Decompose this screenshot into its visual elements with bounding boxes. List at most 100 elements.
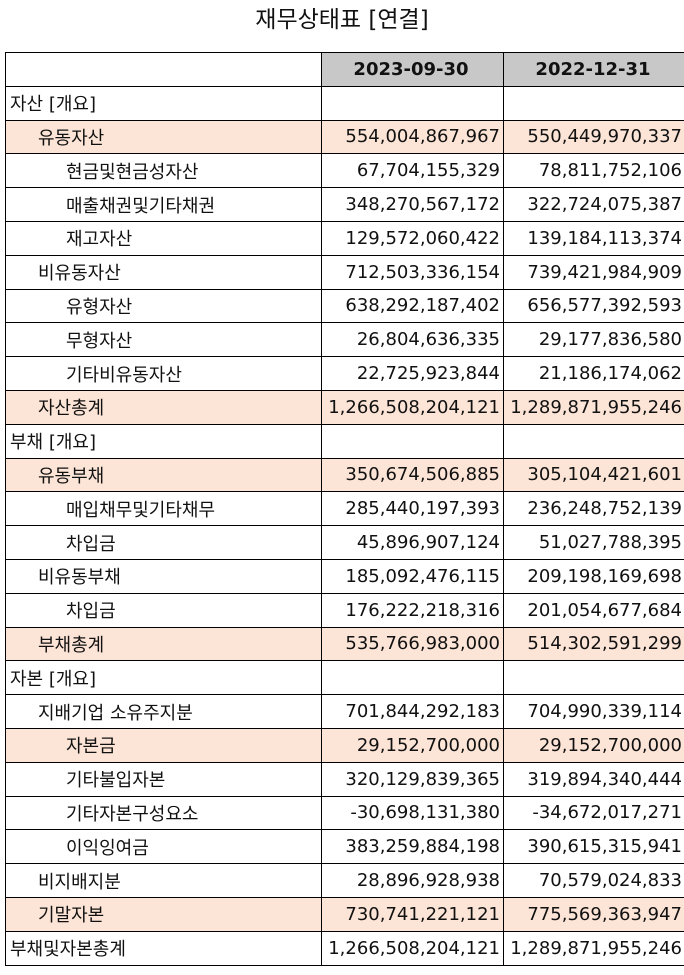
row-label: 부채및자본총계	[5, 930, 322, 966]
table-row: 부채총계 535,766,983,000 514,302,591,299	[5, 626, 684, 662]
row-label: 유동자산	[5, 119, 322, 155]
row-label: 부채총계	[5, 626, 322, 662]
table-row: 기타자본구성요소 -30,698,131,380 -34,672,017,271	[5, 795, 684, 831]
value-2023-09-30: 67,704,155,329	[321, 153, 504, 189]
balance-sheet-table: 2023-09-30 2022-12-31 자산 [개요] 유동자산 554,004…	[5, 52, 684, 966]
table-row: 기타비유동자산 22,725,923,844 21,186,174,062	[5, 356, 684, 391]
row-label: 매출채권및기타채권	[5, 187, 322, 222]
row-label: 차입금	[5, 592, 322, 628]
row-label: 자본금	[5, 727, 322, 763]
table-row: 매출채권및기타채권 348,270,567,172 322,724,075,387	[5, 187, 684, 222]
value-2022-12-31: 514,302,591,299	[503, 626, 684, 662]
table-row: 무형자산 26,804,636,335 29,177,836,580	[5, 322, 684, 358]
value-2023-09-30: 350,674,506,885	[321, 457, 504, 493]
table-row: 비지배지분 28,896,928,938 70,579,024,833	[5, 863, 684, 898]
value-2022-12-31: 78,811,752,106	[503, 153, 684, 189]
row-label: 비지배지분	[5, 863, 322, 898]
value-2023-09-30	[321, 660, 504, 696]
table-row: 자본금 29,152,700,000 29,152,700,000	[5, 727, 684, 763]
table-row: 자본 [개요]	[5, 660, 684, 696]
value-2022-12-31: 201,054,677,684	[503, 592, 684, 628]
table-row: 차입금 45,896,907,124 51,027,788,395	[5, 525, 684, 560]
value-2023-09-30: 535,766,983,000	[321, 626, 504, 662]
value-2023-09-30: 1,266,508,204,121	[321, 389, 504, 425]
value-2023-09-30: 348,270,567,172	[321, 187, 504, 222]
value-2022-12-31: 21,186,174,062	[503, 356, 684, 391]
value-2023-09-30: 45,896,907,124	[321, 525, 504, 560]
value-2022-12-31: 70,579,024,833	[503, 863, 684, 898]
page-title: 재무상태표 [연결]	[255, 7, 429, 33]
value-2023-09-30: 320,129,839,365	[321, 761, 504, 797]
table-row: 유형자산 638,292,187,402 656,577,392,593	[5, 288, 684, 324]
value-2022-12-31: 550,449,970,337	[503, 119, 684, 155]
row-label: 비유동부채	[5, 558, 322, 594]
value-2022-12-31: 322,724,075,387	[503, 187, 684, 222]
table-row: 이익잉여금 383,259,884,198 390,615,315,941	[5, 829, 684, 865]
row-label: 기타자본구성요소	[5, 795, 322, 831]
value-2022-12-31: 305,104,421,601	[503, 457, 684, 493]
row-label: 자산 [개요]	[5, 85, 322, 121]
value-2023-09-30: 26,804,636,335	[321, 322, 504, 358]
column-header-2023-09-30: 2023-09-30	[321, 52, 504, 87]
row-label: 매입채무및기타채무	[5, 491, 322, 527]
value-2023-09-30: 383,259,884,198	[321, 829, 504, 865]
row-label: 자본 [개요]	[5, 660, 322, 696]
value-2022-12-31: 319,894,340,444	[503, 761, 684, 797]
value-2022-12-31	[503, 85, 684, 121]
value-2022-12-31: 704,990,339,114	[503, 694, 684, 729]
table-row: 기말자본 730,741,221,121 775,569,363,947	[5, 896, 684, 932]
value-2023-09-30: 285,440,197,393	[321, 491, 504, 527]
value-2022-12-31: -34,672,017,271	[503, 795, 684, 831]
value-2022-12-31: 209,198,169,698	[503, 558, 684, 594]
value-2022-12-31: 739,421,984,909	[503, 254, 684, 290]
column-header-2022-12-31: 2022-12-31	[503, 52, 684, 87]
row-label: 부채 [개요]	[5, 423, 322, 459]
value-2022-12-31: 1,289,871,955,246	[503, 389, 684, 425]
row-label: 무형자산	[5, 322, 322, 358]
value-2023-09-30: 1,266,508,204,121	[321, 930, 504, 966]
value-2022-12-31: 390,615,315,941	[503, 829, 684, 865]
table-row: 자산총계 1,266,508,204,121 1,289,871,955,246	[5, 389, 684, 425]
table-row: 비유동부채 185,092,476,115 209,198,169,698	[5, 558, 684, 594]
row-label: 차입금	[5, 525, 322, 560]
value-2022-12-31: 236,248,752,139	[503, 491, 684, 527]
value-2023-09-30: 176,222,218,316	[321, 592, 504, 628]
value-2023-09-30: 185,092,476,115	[321, 558, 504, 594]
row-label: 기말자본	[5, 896, 322, 932]
value-2022-12-31: 775,569,363,947	[503, 896, 684, 932]
value-2022-12-31: 1,289,871,955,246	[503, 930, 684, 966]
row-label: 이익잉여금	[5, 829, 322, 865]
row-label: 비유동자산	[5, 254, 322, 290]
value-2022-12-31: 139,184,113,374	[503, 220, 684, 256]
value-2022-12-31	[503, 423, 684, 459]
value-2023-09-30: 638,292,187,402	[321, 288, 504, 324]
table-row: 부채및자본총계 1,266,508,204,121 1,289,871,955,24…	[5, 930, 684, 966]
value-2022-12-31: 29,152,700,000	[503, 727, 684, 763]
table-row: 차입금 176,222,218,316 201,054,677,684	[5, 592, 684, 628]
value-2023-09-30: 129,572,060,422	[321, 220, 504, 256]
value-2023-09-30: 730,741,221,121	[321, 896, 504, 932]
value-2023-09-30: 712,503,336,154	[321, 254, 504, 290]
row-label: 재고자산	[5, 220, 322, 256]
value-2022-12-31	[503, 660, 684, 696]
row-label: 기타불입자본	[5, 761, 322, 797]
table-row: 유동부채 350,674,506,885 305,104,421,601	[5, 457, 684, 493]
table-row: 기타불입자본 320,129,839,365 319,894,340,444	[5, 761, 684, 797]
table-row: 비유동자산 712,503,336,154 739,421,984,909	[5, 254, 684, 290]
row-label: 현금및현금성자산	[5, 153, 322, 189]
row-label: 유형자산	[5, 288, 322, 324]
row-label: 자산총계	[5, 389, 322, 425]
value-2023-09-30	[321, 85, 504, 121]
table-row: 지배기업 소유주지분 701,844,292,183 704,990,339,114	[5, 694, 684, 729]
row-label: 유동부채	[5, 457, 322, 493]
table-row: 재고자산 129,572,060,422 139,184,113,374	[5, 220, 684, 256]
table-row: 매입채무및기타채무 285,440,197,393 236,248,752,139	[5, 491, 684, 527]
table-row: 현금및현금성자산 67,704,155,329 78,811,752,106	[5, 153, 684, 189]
value-2022-12-31: 656,577,392,593	[503, 288, 684, 324]
row-label: 지배기업 소유주지분	[5, 694, 322, 729]
row-label: 기타비유동자산	[5, 356, 322, 391]
value-2023-09-30: 701,844,292,183	[321, 694, 504, 729]
value-2023-09-30: 29,152,700,000	[321, 727, 504, 763]
value-2023-09-30: 22,725,923,844	[321, 356, 504, 391]
table-row: 자산 [개요]	[5, 85, 684, 121]
